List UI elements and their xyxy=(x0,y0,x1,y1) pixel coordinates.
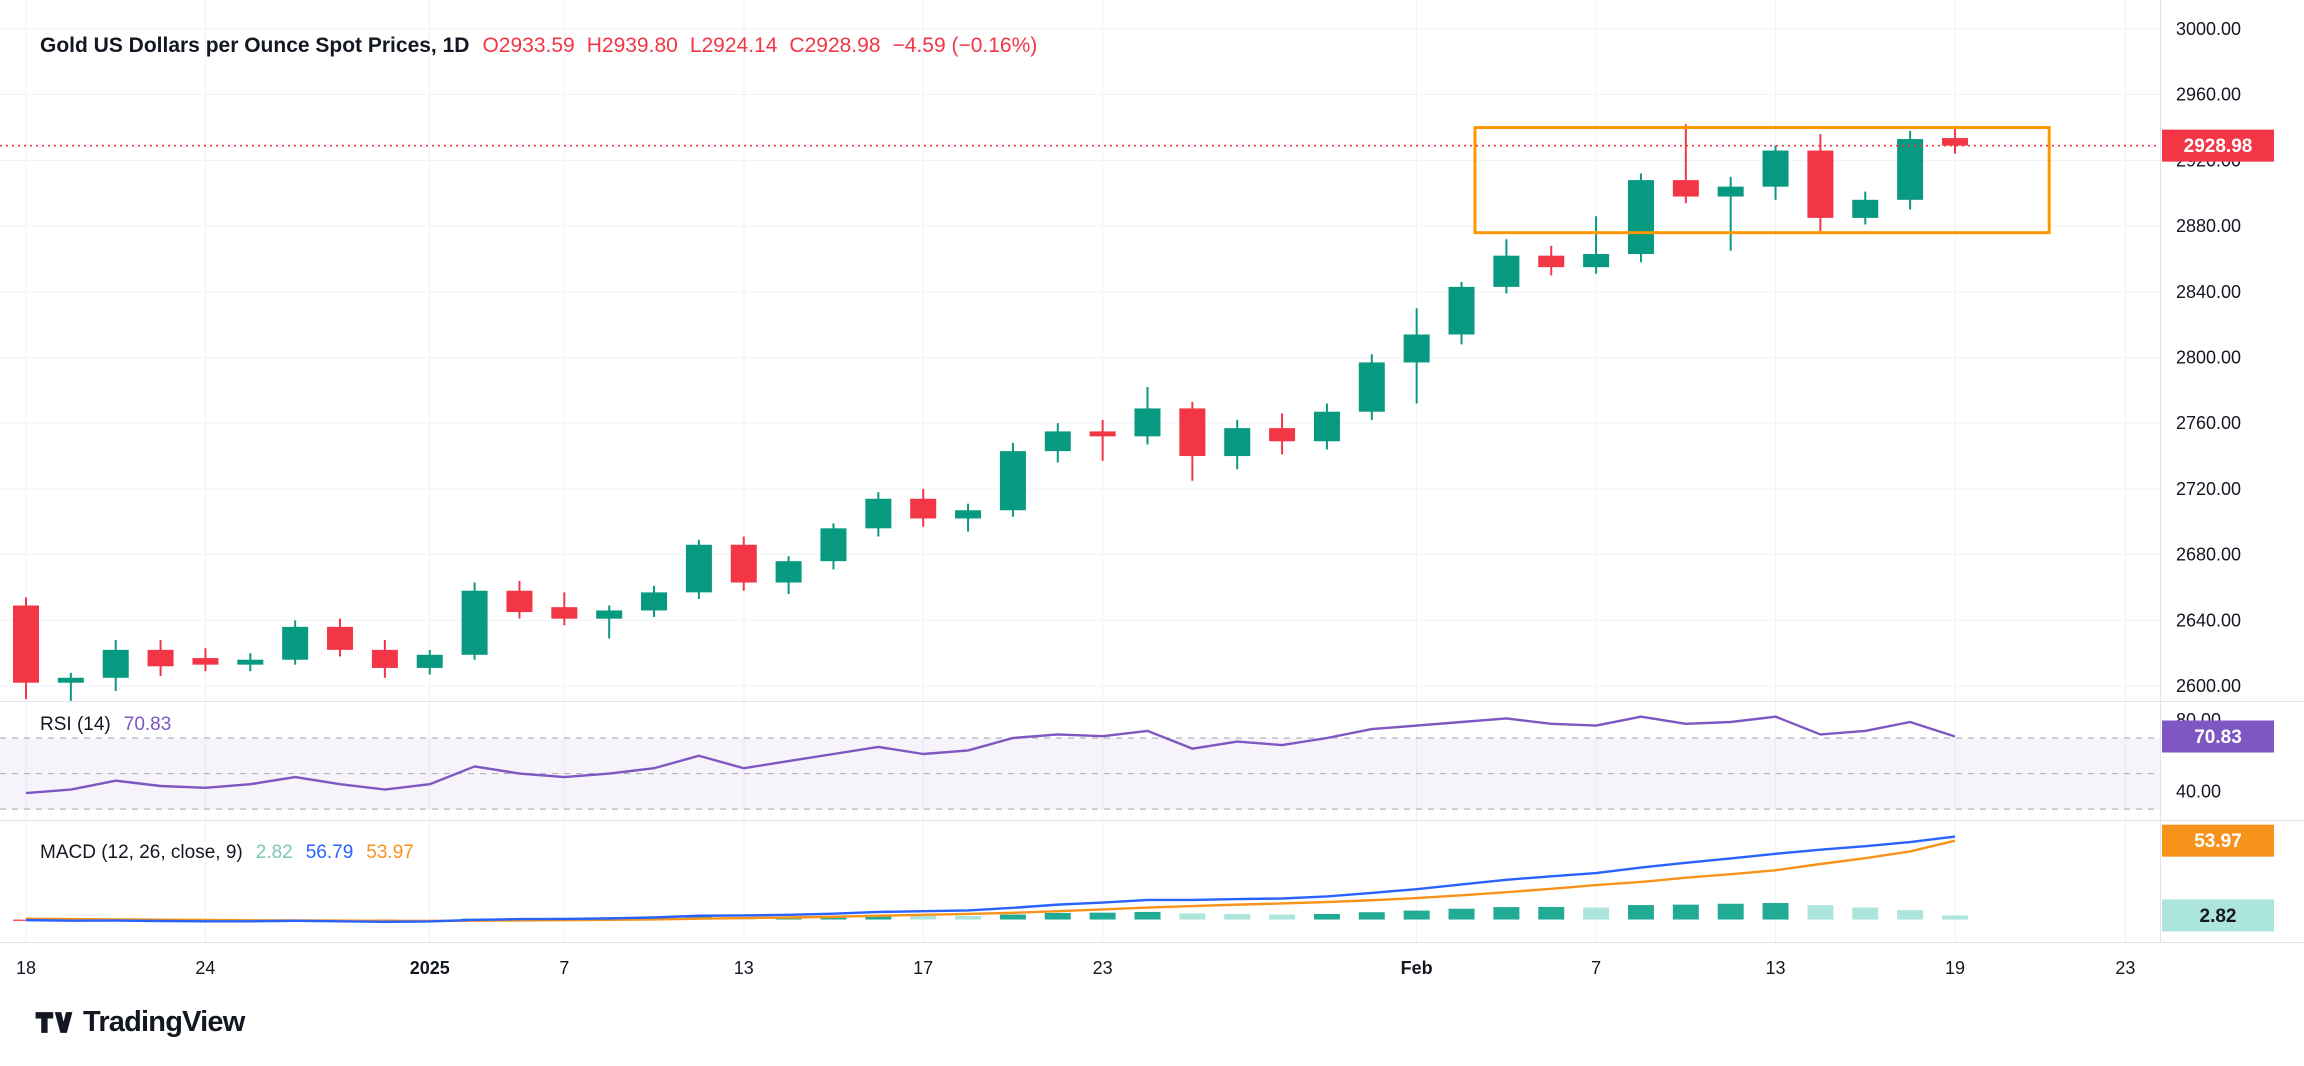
svg-text:2928.98: 2928.98 xyxy=(2184,136,2253,157)
rsi-legend: RSI (14) 70.83 xyxy=(40,714,171,736)
tradingview-attribution[interactable]: TradingView xyxy=(34,1006,245,1039)
svg-text:23: 23 xyxy=(1093,958,1113,978)
pane-separators xyxy=(0,0,2304,943)
grid-layer xyxy=(0,0,2160,942)
svg-text:53.97: 53.97 xyxy=(2194,831,2242,852)
svg-text:70.83: 70.83 xyxy=(2194,727,2242,748)
rsi-line xyxy=(25,715,1956,795)
tradingview-logo-icon xyxy=(35,1012,73,1033)
svg-text:2720.00: 2720.00 xyxy=(2176,479,2241,499)
macd-signal-value: 53.97 xyxy=(366,842,414,863)
macd-title[interactable]: MACD (12, 26, close, 9) xyxy=(40,842,243,863)
macd-legend: MACD (12, 26, close, 9) 2.82 56.79 53.97 xyxy=(40,842,414,864)
macd-line-value: 56.79 xyxy=(305,842,354,863)
svg-text:19: 19 xyxy=(1945,958,1965,978)
open-value: O2933.59 xyxy=(482,34,575,57)
svg-text:13: 13 xyxy=(1766,958,1786,978)
svg-text:7: 7 xyxy=(1591,958,1601,978)
change-value: −4.59 (−0.16%) xyxy=(892,34,1038,57)
rsi-title[interactable]: RSI (14) xyxy=(40,714,111,735)
price-axis[interactable]: 3000.002960.002920.002880.002840.002800.… xyxy=(2176,19,2241,801)
rsi-badge: 70.83 xyxy=(2162,720,2274,753)
svg-text:2840.00: 2840.00 xyxy=(2176,282,2241,302)
annotation-box[interactable] xyxy=(1473,126,2051,235)
svg-text:2880.00: 2880.00 xyxy=(2176,216,2241,236)
close-value: C2928.98 xyxy=(789,34,881,57)
svg-text:2960.00: 2960.00 xyxy=(2176,85,2241,105)
svg-text:Feb: Feb xyxy=(1401,958,1433,978)
price-badge: 2928.98 xyxy=(2162,129,2274,162)
candles-layer[interactable] xyxy=(13,124,1968,701)
svg-text:18: 18 xyxy=(16,958,36,978)
svg-text:7: 7 xyxy=(559,958,569,978)
svg-text:2680.00: 2680.00 xyxy=(2176,545,2241,565)
macd-histogram xyxy=(13,903,1968,922)
ohlc-values: O2933.59 H2939.80 L2924.14 C2928.98 −4.5… xyxy=(482,34,1037,58)
svg-text:13: 13 xyxy=(734,958,754,978)
svg-text:2800.00: 2800.00 xyxy=(2176,348,2241,368)
symbol-legend: Gold US Dollars per Ounce Spot Prices, 1… xyxy=(40,34,1037,58)
svg-text:2600.00: 2600.00 xyxy=(2176,676,2241,696)
svg-text:3000.00: 3000.00 xyxy=(2176,19,2241,39)
svg-text:17: 17 xyxy=(913,958,933,978)
high-value: H2939.80 xyxy=(586,34,678,57)
tradingview-wordmark: TradingView xyxy=(83,1006,245,1038)
svg-text:2640.00: 2640.00 xyxy=(2176,610,2241,630)
svg-text:40.00: 40.00 xyxy=(2176,781,2221,801)
rsi-value: 70.83 xyxy=(123,714,172,735)
svg-text:23: 23 xyxy=(2115,958,2135,978)
symbol-title[interactable]: Gold US Dollars per Ounce Spot Prices, 1… xyxy=(40,34,470,57)
macd-hist-value: 2.82 xyxy=(255,842,293,863)
macd-signal-badge: 53.97 xyxy=(2162,824,2274,857)
svg-text:24: 24 xyxy=(195,958,215,978)
macd-hist-badge: 2.82 xyxy=(2162,899,2274,932)
macd-line xyxy=(25,835,1956,924)
time-axis[interactable]: 18 24 2025 7 13 17 23 Feb 7 13 19 23 xyxy=(16,958,2135,978)
svg-text:2025: 2025 xyxy=(410,958,450,978)
rsi-levels xyxy=(0,737,2160,810)
low-value: L2924.14 xyxy=(689,34,778,57)
svg-text:2.82: 2.82 xyxy=(2200,906,2237,927)
svg-text:2760.00: 2760.00 xyxy=(2176,413,2241,433)
